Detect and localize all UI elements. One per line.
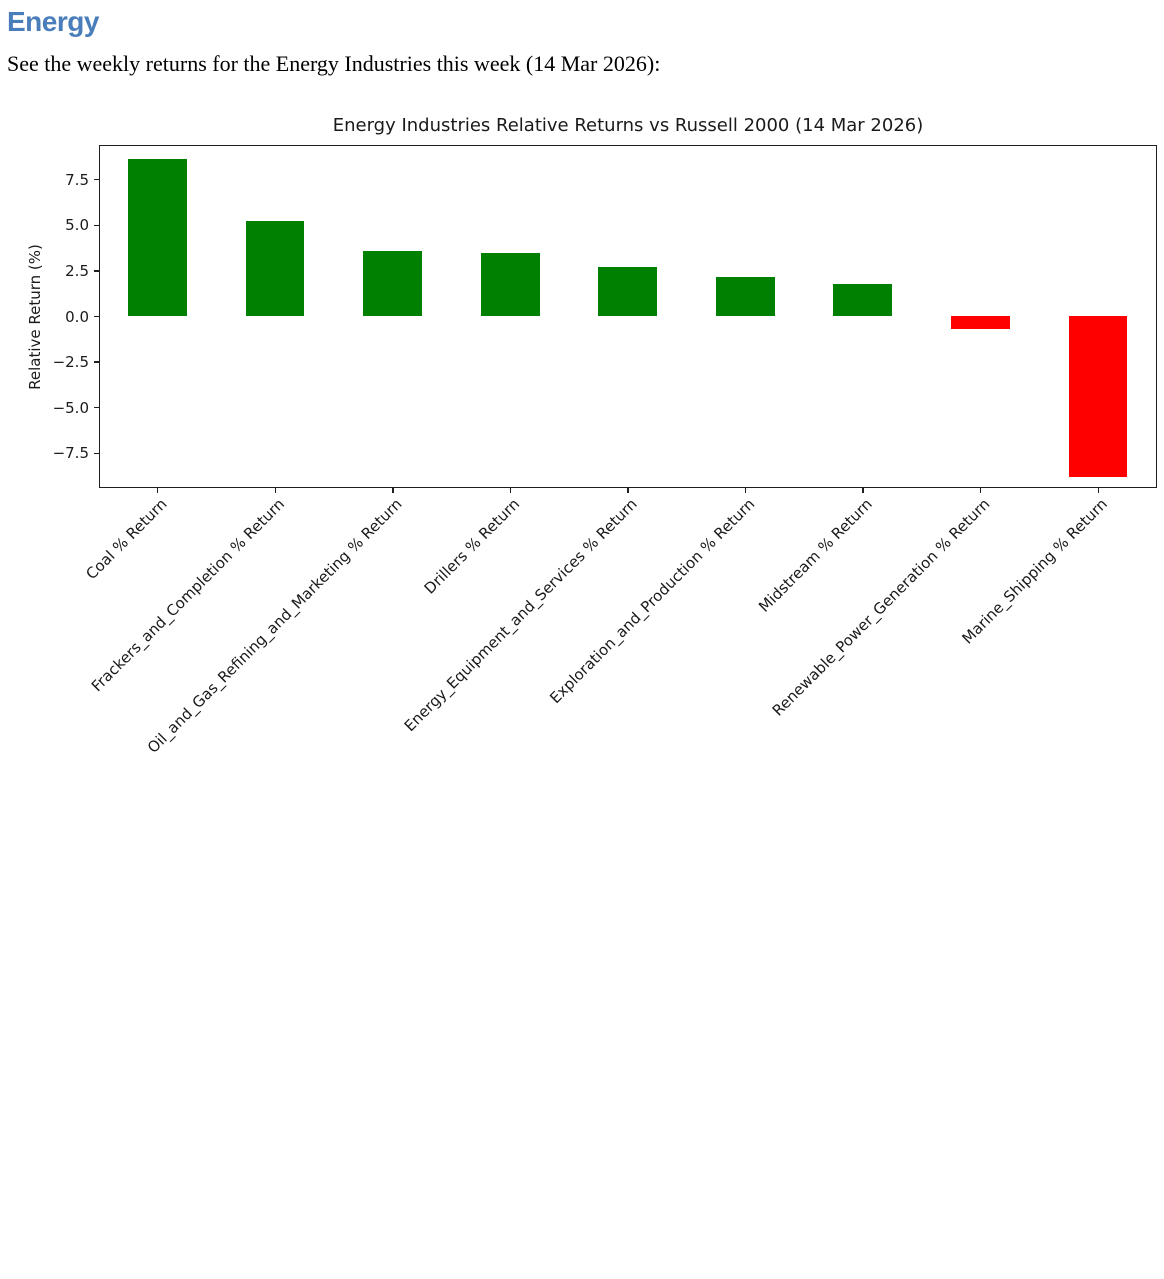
y-tick-mark xyxy=(94,361,99,363)
bar xyxy=(833,284,893,317)
y-tick-label: 5.0 xyxy=(65,216,89,235)
bar xyxy=(480,253,540,317)
x-tick-label: Oil_and_Gas_Refining_and_Marketing % Ret… xyxy=(143,495,406,757)
x-tick-label: Energy_Equipment_and_Services % Return xyxy=(400,495,641,736)
bar xyxy=(1068,316,1128,477)
x-tick-mark xyxy=(862,488,864,493)
y-tick-mark xyxy=(94,270,99,272)
y-tick-mark xyxy=(94,315,99,318)
y-tick-label: 7.5 xyxy=(65,170,89,189)
x-tick-label: Frackers_and_Completion % Return xyxy=(87,495,289,696)
x-tick-mark xyxy=(509,488,512,493)
x-tick-mark xyxy=(627,488,629,493)
y-tick-label: −2.5 xyxy=(52,353,89,372)
x-tick-mark xyxy=(157,488,159,493)
y-tick-label: 0.0 xyxy=(65,307,89,326)
x-tick-label: Exploration_and_Production % Return xyxy=(546,495,759,708)
bar xyxy=(950,316,1010,329)
x-tick-mark xyxy=(392,488,394,493)
x-tick-mark xyxy=(980,488,982,493)
y-tick-label: −5.0 xyxy=(52,398,89,417)
y-tick-mark xyxy=(94,407,99,409)
page-title: Energy xyxy=(7,6,99,37)
y-tick-mark xyxy=(94,224,99,226)
x-tick-label: Marine_Shipping % Return xyxy=(958,495,1111,648)
y-tick-mark xyxy=(94,179,99,181)
document: Energy See the weekly returns for the En… xyxy=(7,6,1164,789)
bar xyxy=(715,276,775,317)
x-tick-label: Midstream % Return xyxy=(755,495,876,616)
x-tick-mark xyxy=(1097,488,1099,493)
intro-text: See the weekly returns for the Energy In… xyxy=(7,51,661,76)
plot-area xyxy=(99,145,1157,488)
bar xyxy=(245,221,305,317)
bar xyxy=(128,159,187,317)
x-tick-mark xyxy=(744,488,747,493)
chart-title: Energy Industries Relative Returns vs Ru… xyxy=(332,115,924,136)
y-tick-label: −7.5 xyxy=(52,444,89,463)
y-tick-label: 2.5 xyxy=(65,261,89,280)
bar xyxy=(598,266,658,317)
x-tick-mark xyxy=(274,488,276,493)
bar xyxy=(363,250,422,317)
bar-chart: Energy Industries Relative Returns vs Ru… xyxy=(7,110,1164,789)
x-tick-label: Coal % Return xyxy=(82,495,171,584)
y-tick-mark xyxy=(94,452,99,454)
